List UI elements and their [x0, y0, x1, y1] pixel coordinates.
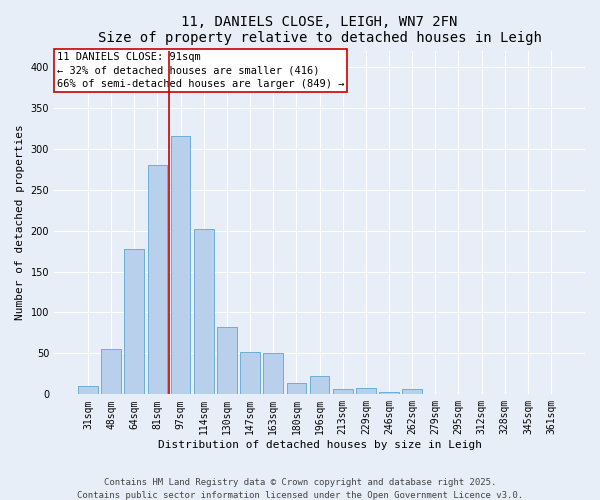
- Bar: [263, 354, 283, 395]
- Bar: [217, 327, 237, 394]
- Bar: [101, 350, 121, 395]
- Bar: [356, 388, 376, 394]
- Bar: [171, 136, 190, 394]
- Bar: [333, 390, 353, 394]
- X-axis label: Distribution of detached houses by size in Leigh: Distribution of detached houses by size …: [158, 440, 482, 450]
- Bar: [124, 248, 144, 394]
- Bar: [78, 386, 98, 394]
- Title: 11, DANIELS CLOSE, LEIGH, WN7 2FN
Size of property relative to detached houses i: 11, DANIELS CLOSE, LEIGH, WN7 2FN Size o…: [98, 15, 541, 45]
- Bar: [402, 390, 422, 394]
- Y-axis label: Number of detached properties: Number of detached properties: [15, 124, 25, 320]
- Text: Contains HM Land Registry data © Crown copyright and database right 2025.
Contai: Contains HM Land Registry data © Crown c…: [77, 478, 523, 500]
- Bar: [194, 229, 214, 394]
- Text: 11 DANIELS CLOSE: 91sqm
← 32% of detached houses are smaller (416)
66% of semi-d: 11 DANIELS CLOSE: 91sqm ← 32% of detache…: [56, 52, 344, 88]
- Bar: [287, 383, 306, 394]
- Bar: [148, 165, 167, 394]
- Bar: [310, 376, 329, 394]
- Bar: [379, 392, 399, 394]
- Bar: [240, 352, 260, 395]
